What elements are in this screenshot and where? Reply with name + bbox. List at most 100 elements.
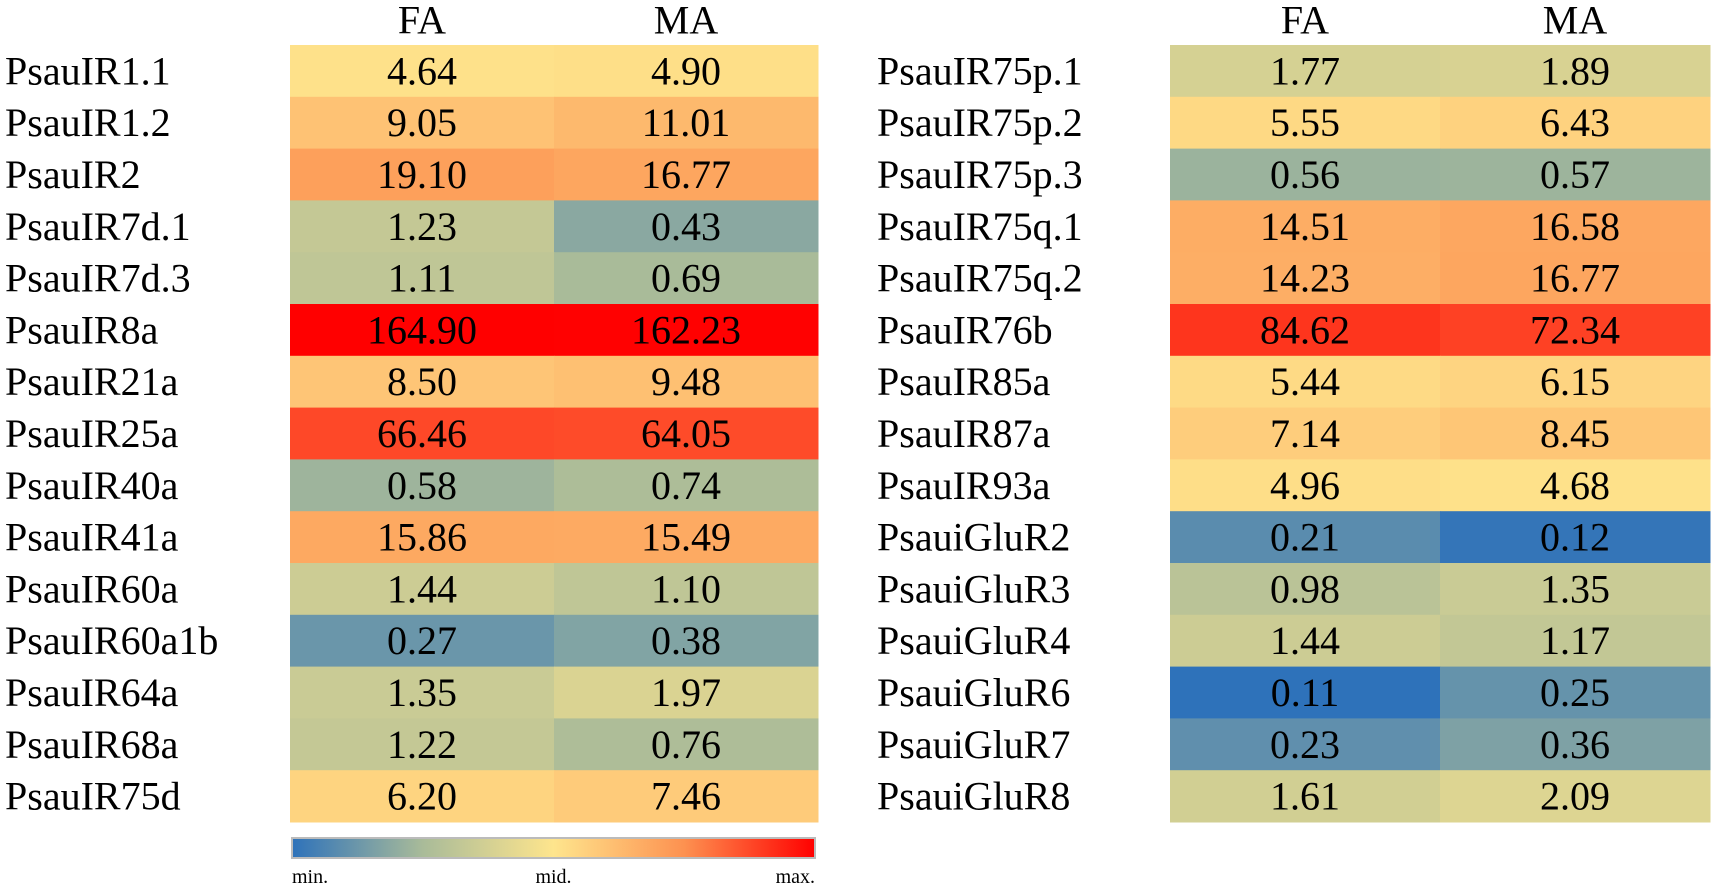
cell-label: 1.44 [387, 566, 457, 611]
row-label: PsauIR1.2 [5, 100, 171, 145]
cell-label: 16.77 [641, 152, 731, 197]
heat-cell [1170, 770, 1441, 823]
row-label: PsauIR75p.3 [877, 152, 1083, 197]
cell-label: 1.17 [1540, 618, 1610, 663]
heat-cell [1440, 563, 1711, 616]
cell-label: 9.05 [387, 100, 457, 145]
heat-cell [1440, 459, 1711, 512]
heat-cell [290, 666, 555, 719]
cell-label: 0.98 [1270, 566, 1340, 611]
heat-cell [554, 563, 819, 616]
cell-label: 0.27 [387, 618, 457, 663]
heat-cell [290, 563, 555, 616]
row-label: PsauiGluR6 [877, 670, 1070, 715]
cell-label: 6.20 [387, 774, 457, 819]
row-label: PsauIR68a [5, 722, 179, 767]
row-label: PsauIR64a [5, 670, 179, 715]
cell-label: 1.61 [1270, 774, 1340, 819]
cell-label: 1.10 [651, 566, 721, 611]
cell-label: 4.90 [651, 48, 721, 93]
cell-label: 4.96 [1270, 463, 1340, 508]
heat-cell [1440, 666, 1711, 719]
heat-cell [554, 511, 819, 564]
heat-cell [554, 148, 819, 201]
cell-label: 1.97 [651, 670, 721, 715]
cell-label: 0.69 [651, 256, 721, 301]
cell-label: 7.14 [1270, 411, 1340, 456]
cell-label: 0.36 [1540, 722, 1610, 767]
cell-label: 84.62 [1260, 307, 1350, 352]
heat-cell [1170, 45, 1441, 98]
row-label: PsauIR85a [877, 359, 1051, 404]
cell-label: 6.43 [1540, 100, 1610, 145]
colorbar-label: mid. [535, 866, 571, 888]
cell-label: 11.01 [642, 100, 731, 145]
cell-label: 162.23 [631, 307, 741, 352]
heat-cell [290, 407, 555, 460]
row-label: PsauIR60a [5, 566, 179, 611]
cell-label: 8.50 [387, 359, 457, 404]
cell-label: 0.57 [1540, 152, 1610, 197]
row-label: PsauiGluR4 [877, 618, 1070, 663]
heat-cell [1170, 252, 1441, 305]
heat-cell [1170, 355, 1441, 409]
cell-label: 16.77 [1530, 256, 1620, 301]
heat-cell [554, 96, 819, 150]
cell-label: 1.35 [387, 670, 457, 715]
row-label: PsauIR75d [5, 774, 181, 819]
row-label: PsauIR41a [5, 515, 179, 560]
row-label: PsauIR75p.1 [877, 48, 1083, 93]
row-label: PsauiGluR7 [877, 722, 1070, 767]
cell-label: 14.51 [1260, 204, 1350, 249]
heat-cell [1170, 563, 1441, 616]
row-label: PsauIR76b [877, 307, 1053, 352]
heat-cell [554, 45, 819, 98]
cell-label: 1.77 [1270, 48, 1340, 93]
heat-cell [290, 148, 555, 201]
colorbar-label: min. [292, 866, 328, 888]
heat-cell [1170, 304, 1441, 357]
cell-label: 72.34 [1530, 307, 1620, 352]
heat-cell [554, 252, 819, 305]
heat-cell [290, 252, 555, 305]
heat-cell [554, 666, 819, 719]
heat-cell [1170, 459, 1441, 512]
colorbar [291, 837, 816, 859]
cell-label: 19.10 [377, 152, 467, 197]
heat-cell [1440, 45, 1711, 98]
cell-label: 9.48 [651, 359, 721, 404]
cell-label: 1.44 [1270, 618, 1340, 663]
row-label: PsauIR87a [877, 411, 1051, 456]
cell-label: 0.74 [651, 463, 721, 508]
cell-label: 6.15 [1540, 359, 1610, 404]
heat-cell [290, 511, 555, 564]
heat-cell [290, 200, 555, 253]
heat-cell [554, 459, 819, 512]
row-label: PsauIR25a [5, 411, 179, 456]
column-header: MA [654, 0, 719, 43]
cell-label: 0.21 [1270, 515, 1340, 560]
heat-cell [1170, 666, 1441, 719]
cell-label: 15.49 [641, 515, 731, 560]
heat-cell [554, 718, 819, 771]
heat-cell [1440, 770, 1711, 823]
row-label: PsauIR7d.3 [5, 256, 191, 301]
heat-cell [290, 96, 555, 150]
heat-cell [554, 304, 819, 357]
heat-cell [290, 770, 555, 823]
cell-label: 4.64 [387, 48, 457, 93]
cell-label: 0.12 [1540, 515, 1610, 560]
cell-label: 5.55 [1270, 100, 1340, 145]
heat-cell [1440, 718, 1711, 771]
heat-cell [1440, 304, 1711, 357]
cell-label: 14.23 [1260, 256, 1350, 301]
heat-cell [290, 459, 555, 512]
cell-label: 66.46 [377, 411, 467, 456]
heat-cell [1440, 511, 1711, 564]
heat-cell [1170, 511, 1441, 564]
cell-label: 0.56 [1270, 152, 1340, 197]
cell-label: 0.25 [1540, 670, 1610, 715]
row-label: PsauIR60a1b [5, 618, 218, 663]
cell-label: 4.68 [1540, 463, 1610, 508]
cell-label: 0.23 [1270, 722, 1340, 767]
